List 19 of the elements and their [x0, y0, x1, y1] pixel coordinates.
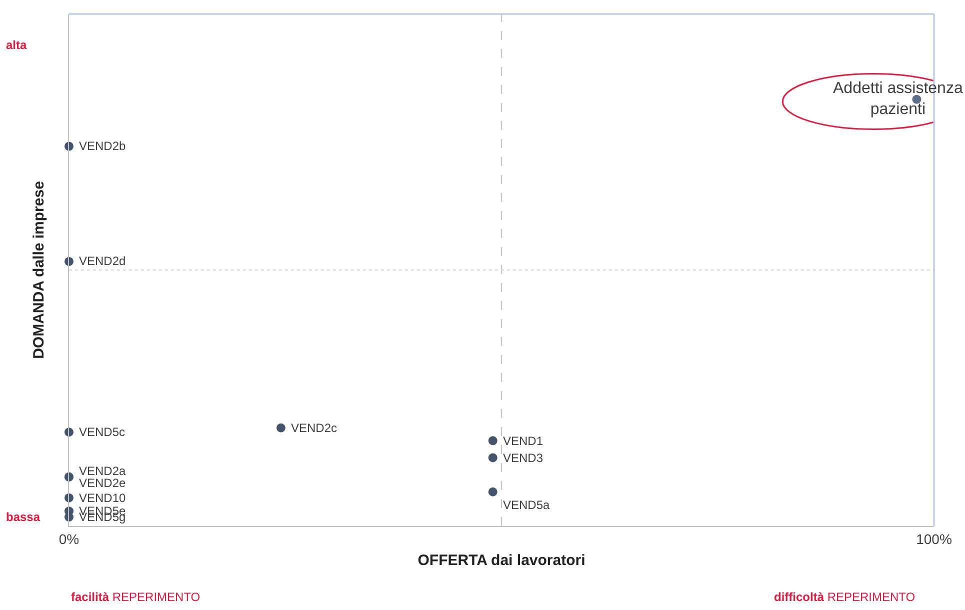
- x-axis-title: OFFERTA dai lavoratori: [418, 552, 586, 569]
- text: difficoltà REPERIMENTO: [774, 590, 916, 604]
- x-tick-label: 100%: [916, 530, 952, 547]
- annotation: VEND5c: [79, 425, 126, 439]
- annotation: VEND2a: [79, 464, 126, 478]
- y-axis-title: DOMANDA dalle imprese: [30, 181, 48, 359]
- annotation: VEND3: [503, 451, 544, 465]
- annotation: VEND2d: [79, 254, 126, 268]
- text: bassa: [6, 510, 40, 524]
- annotation: VEND2c: [291, 421, 338, 435]
- annotation: VEND1: [503, 434, 544, 448]
- text: alta: [6, 38, 28, 52]
- annotation: Addetti assistenza pazienti: [833, 80, 963, 118]
- text: facilità REPERIMENTO: [71, 590, 200, 604]
- annotation: VEND5a: [503, 498, 550, 512]
- annotation: VEND10: [79, 491, 126, 505]
- x-tick-label: 0%: [58, 530, 80, 547]
- annotation: VEND2b: [79, 139, 126, 153]
- annotation: VEND2e: [79, 476, 126, 490]
